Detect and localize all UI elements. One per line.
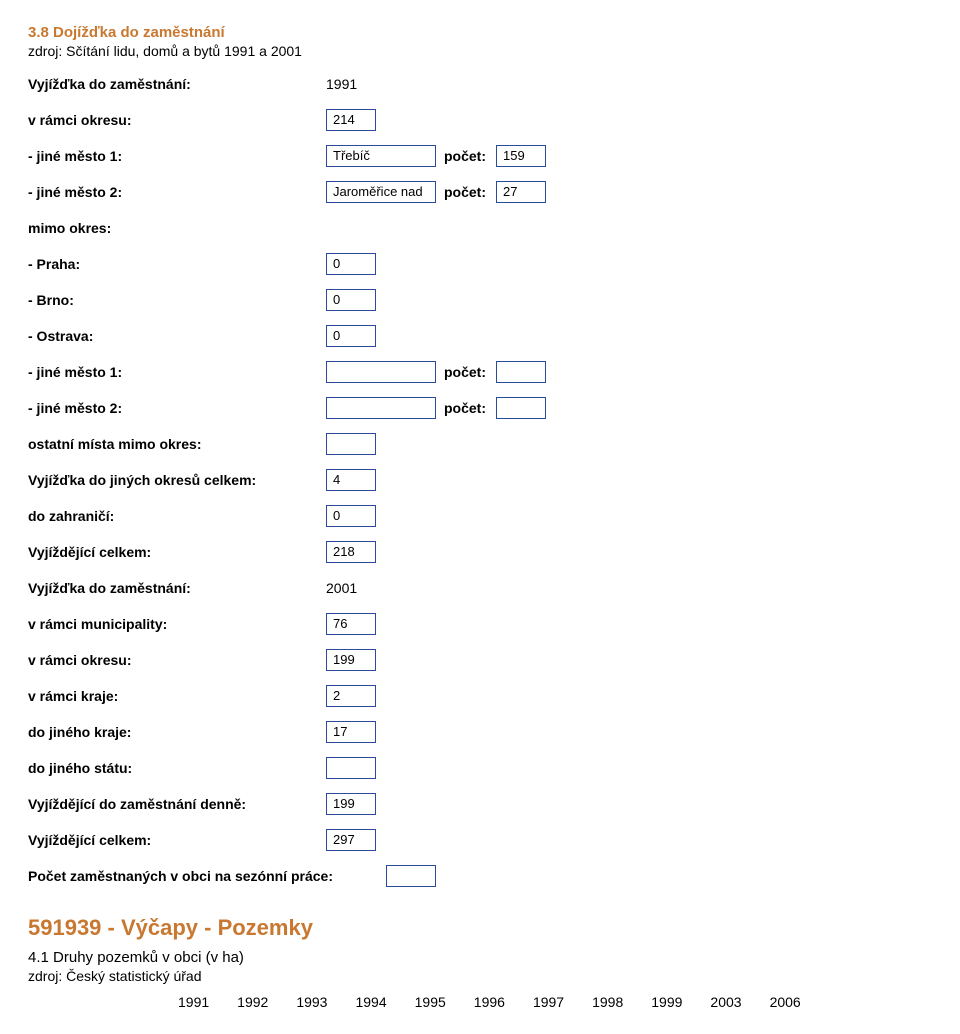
- year-col: 1998: [592, 994, 623, 1010]
- field-celkem-1: 218: [326, 541, 376, 563]
- year-col: 1992: [237, 994, 268, 1010]
- label-kraj: v rámci kraje:: [28, 688, 326, 704]
- section-title-38: 3.8 Dojížďka do zaměstnání: [28, 24, 932, 41]
- field-brno: 0: [326, 289, 376, 311]
- label-jine-mesto-1a: - jiné město 1:: [28, 148, 326, 164]
- field-pocet-2a: 27: [496, 181, 546, 203]
- field-celkem-2: 297: [326, 829, 376, 851]
- year-col: 1994: [355, 994, 386, 1010]
- label-mimo-okres: mimo okres:: [28, 220, 326, 236]
- pocet-label-2b: počet:: [436, 400, 496, 416]
- field-ostatni-mista: [326, 433, 376, 455]
- label-municipality: v rámci municipality:: [28, 616, 326, 632]
- field-v-ramci-okresu-1: 214: [326, 109, 376, 131]
- field-municipality: 76: [326, 613, 376, 635]
- years-row: 1991 1992 1993 1994 1995 1996 1997 1998 …: [28, 994, 932, 1010]
- heading-vyjizdka-2: Vyjížďka do zaměstnání:: [28, 580, 326, 596]
- field-denne: 199: [326, 793, 376, 815]
- label-brno: - Brno:: [28, 292, 326, 308]
- field-jine-mesto-1b: [326, 361, 436, 383]
- field-stat: [326, 757, 376, 779]
- field-zahranici: 0: [326, 505, 376, 527]
- field-sezonni: [386, 865, 436, 887]
- field-jiny-kraj: 17: [326, 721, 376, 743]
- label-do-jinych-okresu: Vyjížďka do jiných okresů celkem:: [28, 472, 326, 488]
- label-denne: Vyjíždějící do zaměstnání denně:: [28, 796, 326, 812]
- label-jiny-kraj: do jiného kraje:: [28, 724, 326, 740]
- label-ostrava: - Ostrava:: [28, 328, 326, 344]
- field-pocet-1a: 159: [496, 145, 546, 167]
- year-col: 1997: [533, 994, 564, 1010]
- label-jine-mesto-2b: - jiné město 2:: [28, 400, 326, 416]
- label-celkem-1: Vyjíždějící celkem:: [28, 544, 326, 560]
- year-col: 1995: [415, 994, 446, 1010]
- year-col: 1996: [474, 994, 505, 1010]
- label-jine-mesto-1b: - jiné město 1:: [28, 364, 326, 380]
- section-title-41: 4.1 Druhy pozemků v obci (v ha): [28, 949, 932, 966]
- label-ostatni-mista: ostatní místa mimo okres:: [28, 436, 326, 452]
- label-celkem-2: Vyjíždějící celkem:: [28, 832, 326, 848]
- label-zahranici: do zahraničí:: [28, 508, 326, 524]
- label-jine-mesto-2a: - jiné město 2:: [28, 184, 326, 200]
- pocet-label-1b: počet:: [436, 364, 496, 380]
- heading-pozemky: 591939 - Výčapy - Pozemky: [28, 915, 932, 941]
- label-okres-2: v rámci okresu:: [28, 652, 326, 668]
- label-sezonni: Počet zaměstnaných v obci na sezónní prá…: [28, 868, 386, 884]
- year-2001: 2001: [326, 580, 436, 596]
- year-col: 2006: [770, 994, 801, 1010]
- source-line-38: zdroj: Sčítání lidu, domů a bytů 1991 a …: [28, 43, 932, 59]
- field-jine-mesto-2a: Jaroměřice nad: [326, 181, 436, 203]
- year-col: 1991: [178, 994, 209, 1010]
- pocet-label-2a: počet:: [436, 184, 496, 200]
- label-v-ramci-okresu-1: v rámci okresu:: [28, 112, 326, 128]
- year-1991: 1991: [326, 76, 436, 92]
- field-ostrava: 0: [326, 325, 376, 347]
- field-okres-2: 199: [326, 649, 376, 671]
- year-col: 1993: [296, 994, 327, 1010]
- field-kraj: 2: [326, 685, 376, 707]
- label-praha: - Praha:: [28, 256, 326, 272]
- field-pocet-1b: [496, 361, 546, 383]
- source-line-41: zdroj: Český statistický úřad: [28, 968, 932, 984]
- field-praha: 0: [326, 253, 376, 275]
- field-jine-mesto-2b: [326, 397, 436, 419]
- field-jine-mesto-1a: Třebíč: [326, 145, 436, 167]
- field-pocet-2b: [496, 397, 546, 419]
- year-col: 2003: [710, 994, 741, 1010]
- heading-vyjizdka-1: Vyjížďka do zaměstnání:: [28, 76, 326, 92]
- pocet-label-1a: počet:: [436, 148, 496, 164]
- label-stat: do jiného státu:: [28, 760, 326, 776]
- field-do-jinych-okresu: 4: [326, 469, 376, 491]
- year-col: 1999: [651, 994, 682, 1010]
